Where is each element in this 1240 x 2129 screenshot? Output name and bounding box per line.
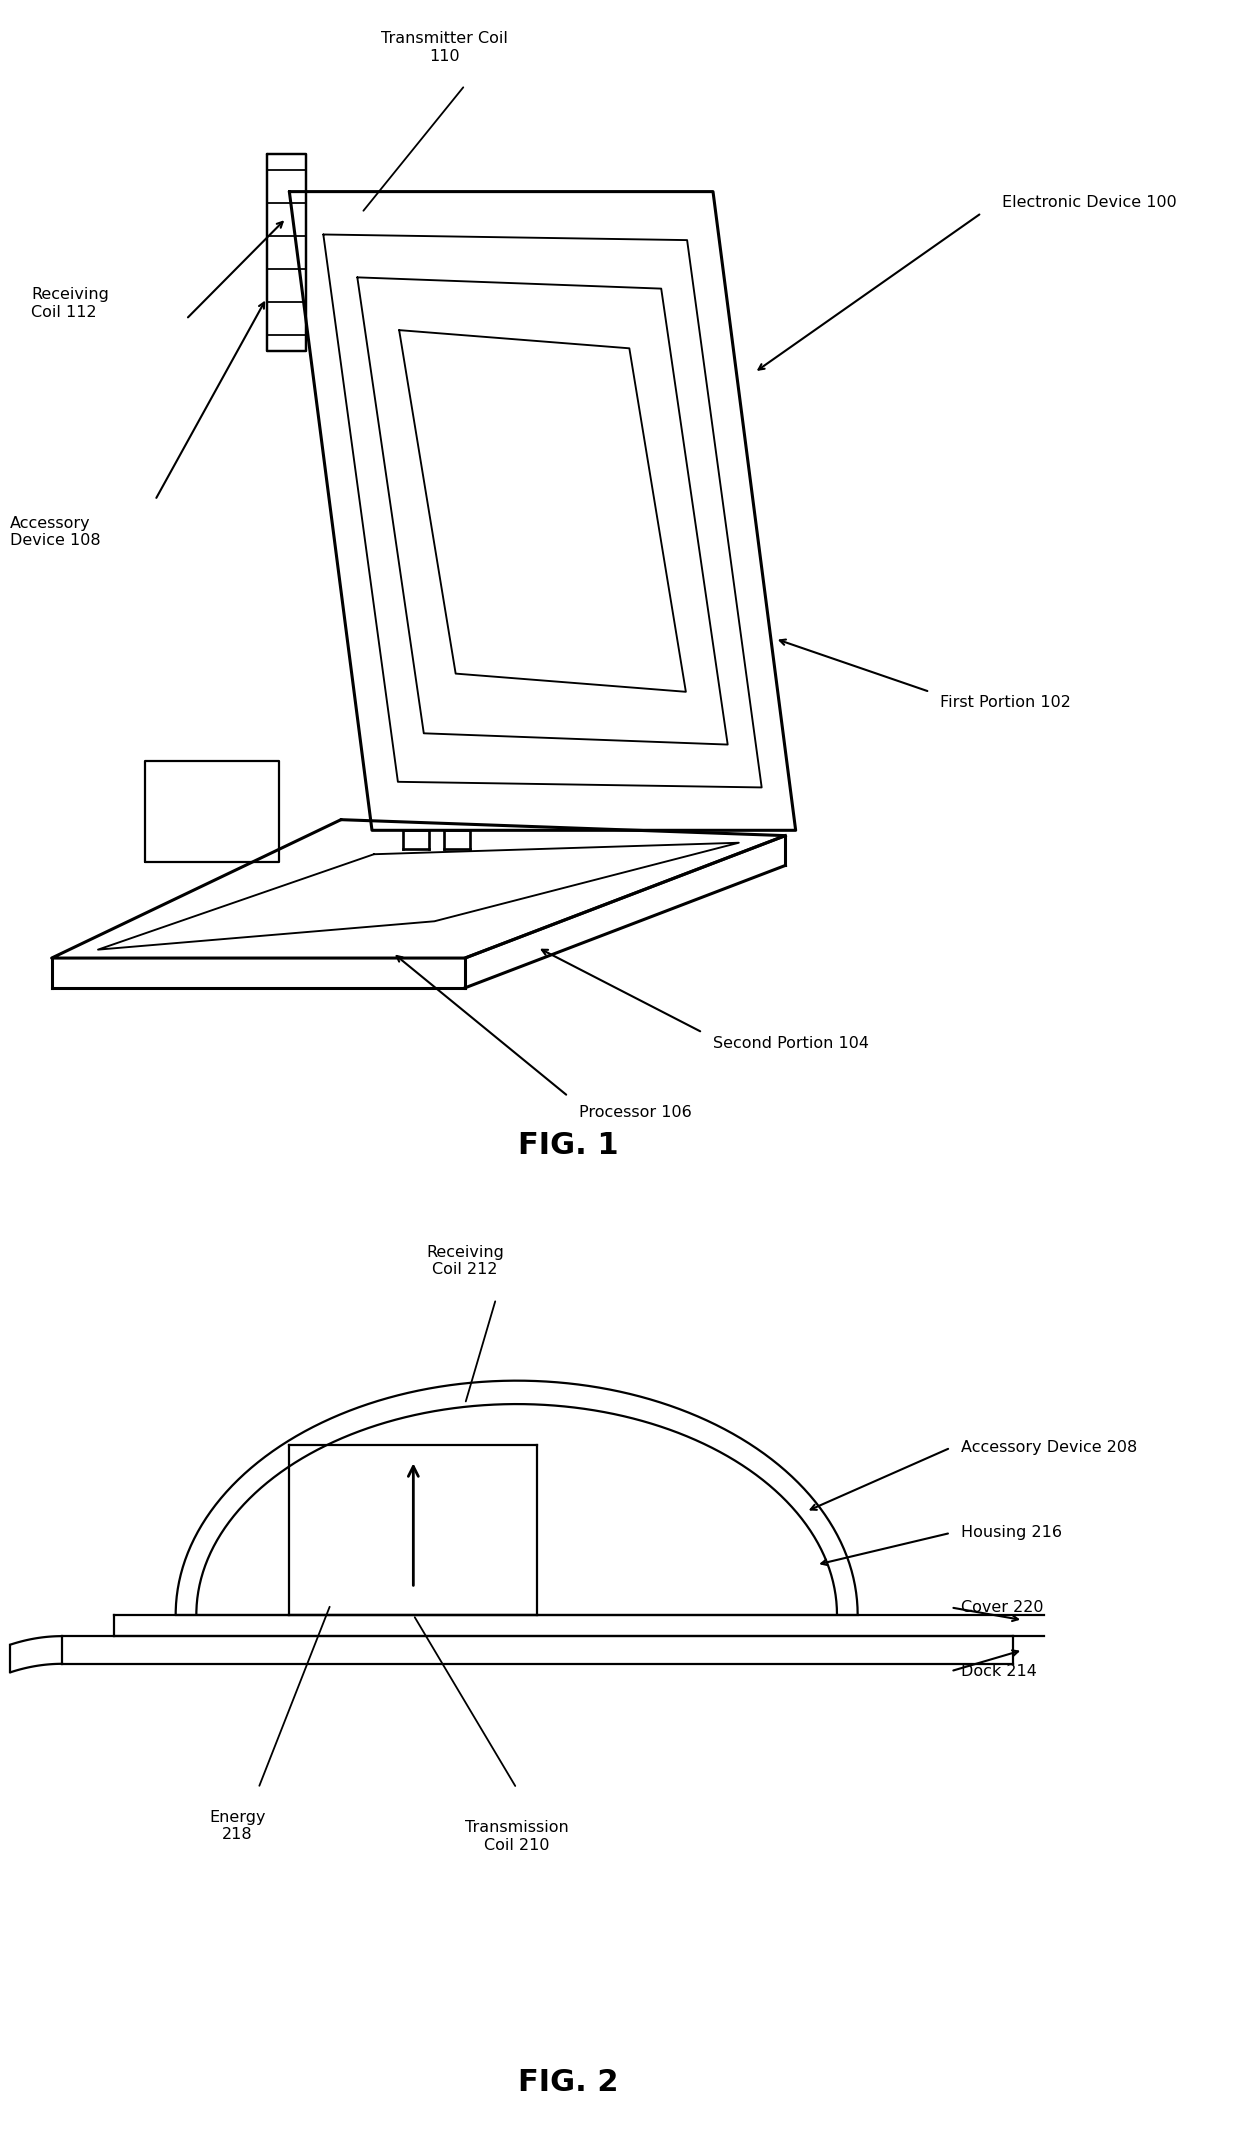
Text: Energy
218: Energy 218 [210, 1810, 265, 1842]
Text: Transmission
Coil 210: Transmission Coil 210 [465, 1820, 569, 1852]
Text: Processor 106: Processor 106 [579, 1105, 692, 1120]
Text: Accessory
Device 108: Accessory Device 108 [10, 515, 100, 549]
Text: Accessory Device 208: Accessory Device 208 [961, 1439, 1137, 1456]
Text: First Portion 102: First Portion 102 [940, 694, 1071, 711]
Text: Electronic Device 100: Electronic Device 100 [1002, 194, 1177, 211]
Text: Transmitter Coil
110: Transmitter Coil 110 [381, 32, 507, 64]
Text: Cover 220: Cover 220 [961, 1599, 1044, 1616]
Text: Second Portion 104: Second Portion 104 [713, 1035, 869, 1052]
Text: Receiving
Coil 112: Receiving Coil 112 [31, 287, 109, 319]
Text: Receiving
Coil 212: Receiving Coil 212 [427, 1245, 503, 1277]
Text: Housing 216: Housing 216 [961, 1524, 1061, 1541]
Text: FIG. 2: FIG. 2 [518, 2067, 619, 2097]
Text: Dock 214: Dock 214 [961, 1663, 1037, 1680]
Text: FIG. 1: FIG. 1 [518, 1130, 619, 1160]
